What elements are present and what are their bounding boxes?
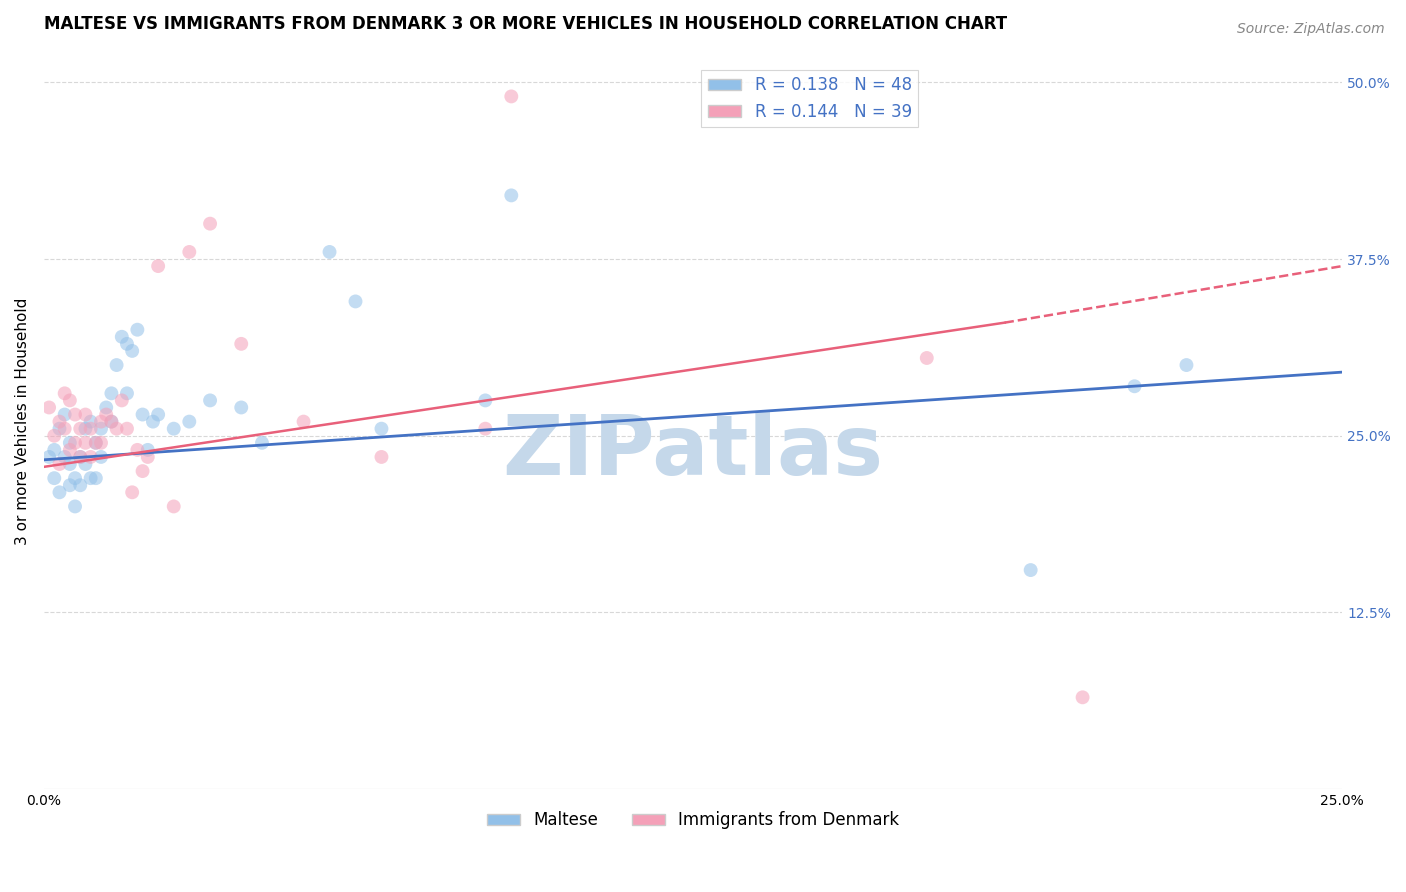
Point <box>370 450 392 464</box>
Point <box>100 386 122 401</box>
Point <box>115 386 138 401</box>
Point <box>90 415 112 429</box>
Point <box>115 336 138 351</box>
Point <box>90 450 112 464</box>
Point <box>79 422 101 436</box>
Text: Source: ZipAtlas.com: Source: ZipAtlas.com <box>1237 22 1385 37</box>
Point <box>90 422 112 436</box>
Point <box>131 464 153 478</box>
Point <box>84 435 107 450</box>
Point <box>59 435 82 450</box>
Point <box>146 408 169 422</box>
Point <box>231 336 253 351</box>
Point <box>142 415 165 429</box>
Point <box>1123 379 1146 393</box>
Point <box>1175 358 1198 372</box>
Point <box>63 435 86 450</box>
Point <box>501 188 523 202</box>
Point <box>75 457 97 471</box>
Point <box>198 217 221 231</box>
Point <box>318 244 340 259</box>
Point <box>111 330 134 344</box>
Point <box>1019 563 1042 577</box>
Point <box>121 485 143 500</box>
Point <box>44 442 66 457</box>
Point <box>79 471 101 485</box>
Point <box>179 244 201 259</box>
Point <box>53 408 76 422</box>
Point <box>121 343 143 358</box>
Point <box>105 422 128 436</box>
Text: MALTESE VS IMMIGRANTS FROM DENMARK 3 OR MORE VEHICLES IN HOUSEHOLD CORRELATION C: MALTESE VS IMMIGRANTS FROM DENMARK 3 OR … <box>44 15 1007 33</box>
Point <box>198 393 221 408</box>
Text: ZIPatlas: ZIPatlas <box>502 410 883 491</box>
Point <box>370 422 392 436</box>
Point <box>44 429 66 443</box>
Point <box>105 358 128 372</box>
Point <box>63 471 86 485</box>
Point <box>127 442 149 457</box>
Point <box>53 422 76 436</box>
Point <box>48 457 70 471</box>
Point <box>59 478 82 492</box>
Point <box>96 401 118 415</box>
Point <box>474 422 496 436</box>
Point <box>79 415 101 429</box>
Point <box>501 89 523 103</box>
Point <box>63 500 86 514</box>
Point <box>69 450 91 464</box>
Point <box>100 415 122 429</box>
Point <box>44 471 66 485</box>
Point <box>127 323 149 337</box>
Point <box>136 450 159 464</box>
Point <box>79 450 101 464</box>
Legend: Maltese, Immigrants from Denmark: Maltese, Immigrants from Denmark <box>479 805 905 836</box>
Point <box>63 408 86 422</box>
Point <box>84 435 107 450</box>
Point <box>90 435 112 450</box>
Point <box>48 485 70 500</box>
Point <box>96 408 118 422</box>
Point <box>69 478 91 492</box>
Point <box>163 422 186 436</box>
Point <box>100 415 122 429</box>
Point <box>131 408 153 422</box>
Point <box>136 442 159 457</box>
Point <box>75 422 97 436</box>
Point <box>231 401 253 415</box>
Point <box>250 435 273 450</box>
Point <box>163 500 186 514</box>
Point <box>48 415 70 429</box>
Point <box>179 415 201 429</box>
Point <box>474 393 496 408</box>
Point <box>53 386 76 401</box>
Point <box>69 450 91 464</box>
Y-axis label: 3 or more Vehicles in Household: 3 or more Vehicles in Household <box>15 298 30 545</box>
Point <box>59 457 82 471</box>
Point <box>146 259 169 273</box>
Point <box>59 393 82 408</box>
Point <box>38 450 60 464</box>
Point <box>115 422 138 436</box>
Point <box>111 393 134 408</box>
Point <box>344 294 367 309</box>
Point <box>915 351 938 365</box>
Point <box>292 415 315 429</box>
Point <box>48 422 70 436</box>
Point <box>59 442 82 457</box>
Point <box>84 471 107 485</box>
Point <box>1071 690 1094 705</box>
Point <box>38 401 60 415</box>
Point <box>53 450 76 464</box>
Point <box>75 408 97 422</box>
Point <box>75 435 97 450</box>
Point <box>69 422 91 436</box>
